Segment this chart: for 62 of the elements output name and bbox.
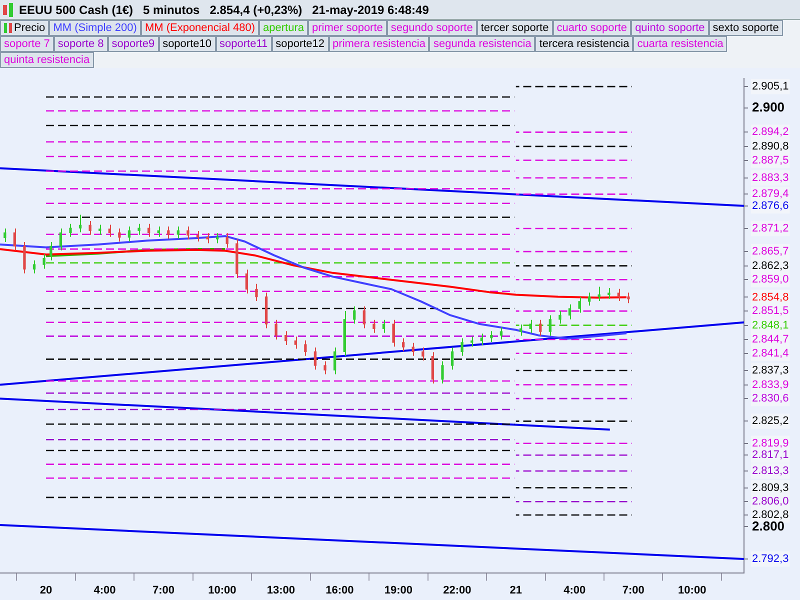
y-tick-label: 2.900 xyxy=(752,99,785,114)
y-tick-label: 2.819,9 xyxy=(752,437,789,450)
x-tick-label: 20 xyxy=(40,584,52,596)
y-tick-label: 2.865,7 xyxy=(752,246,789,258)
text: cuarto soporte xyxy=(556,21,628,35)
text: soporte10 xyxy=(162,37,212,51)
y-tick-label: 2.887,5 xyxy=(752,154,789,166)
x-tick-label: 21 xyxy=(510,584,522,596)
legend-label: Precio xyxy=(14,21,46,35)
y-tick-label: 2.890,8 xyxy=(752,140,789,152)
text: primera resistencia xyxy=(332,37,426,51)
y-tick-label: 2.809,3 xyxy=(752,482,789,494)
y-tick-label: 2.871,2 xyxy=(752,222,789,235)
x-tick-label: 13:00 xyxy=(266,584,296,596)
text: cuarta resistencia xyxy=(637,37,724,51)
y-tick-label: 2.825,2 xyxy=(752,415,789,428)
text: segunda resistencia xyxy=(433,37,532,51)
text: apertura xyxy=(263,21,304,35)
x-tick-label: 4:00 xyxy=(94,584,116,596)
x-tick-label: 19:00 xyxy=(384,584,412,596)
y-tick-label: 2.813,3 xyxy=(752,465,789,478)
x-tick-label: 22:00 xyxy=(443,584,472,596)
text: tercer soporte xyxy=(480,21,549,35)
y-tick-label: 2.844,7 xyxy=(752,334,789,346)
y-tick-label: 2.802,8 xyxy=(752,509,789,522)
x-tick-label: 7:00 xyxy=(622,584,644,596)
y-tick-label: 2.876,6 xyxy=(752,200,789,212)
y-tick-label: 2.905,1 xyxy=(752,80,789,93)
text: soporte11 xyxy=(220,37,268,51)
y-tick-label: 2.792,3 xyxy=(752,553,789,566)
y-tick-label: 2.854,8 xyxy=(752,291,789,304)
text: soporte12 xyxy=(276,37,325,51)
x-tick-label: 4:00 xyxy=(564,584,586,596)
y-tick-label: 2.833,9 xyxy=(752,378,789,391)
x-tick-label: 16:00 xyxy=(326,584,354,596)
text: soporte 8 xyxy=(58,37,104,51)
x-tick-label: 10:00 xyxy=(208,584,236,596)
x-tick-label: 7:00 xyxy=(152,584,174,596)
y-tick-label: 2.837,3 xyxy=(752,364,789,377)
text: MM (Exponencial 480) xyxy=(144,21,255,35)
text: quinta resistencia xyxy=(4,53,90,67)
text: soporte9 xyxy=(112,37,155,51)
chart-title: EEUU 500 Cash (1€) 5 minutos 2.854,4 (+0,23%) 21-may-2019 6:48:49 xyxy=(19,2,429,16)
y-tick-label: 2.879,4 xyxy=(752,188,789,200)
text: quinto soporte xyxy=(635,21,705,35)
x-tick-label: 10:00 xyxy=(678,584,706,596)
y-tick-label: 2.830,6 xyxy=(752,392,789,405)
text: tercera resistencia xyxy=(539,37,630,51)
text: primer soporte xyxy=(312,21,383,35)
y-tick-label: 2.848,1 xyxy=(752,319,789,332)
y-tick-label: 2.859,0 xyxy=(752,274,789,286)
y-tick-label: 2.894,2 xyxy=(752,126,789,138)
y-tick-label: 2.806,0 xyxy=(752,496,789,508)
text: soporte 7 xyxy=(4,37,50,51)
y-tick-label: 2.862,3 xyxy=(752,260,789,272)
y-tick-label: 2.841,4 xyxy=(752,347,789,360)
text: MM (Simple 200) xyxy=(53,21,137,35)
y-tick-label: 2.851,5 xyxy=(752,305,789,318)
y-tick-label: 2.817,1 xyxy=(752,449,789,462)
y-tick-label: 2.883,3 xyxy=(752,172,789,184)
text: sexto soporte xyxy=(712,21,779,35)
text: segundo soporte xyxy=(390,21,473,35)
